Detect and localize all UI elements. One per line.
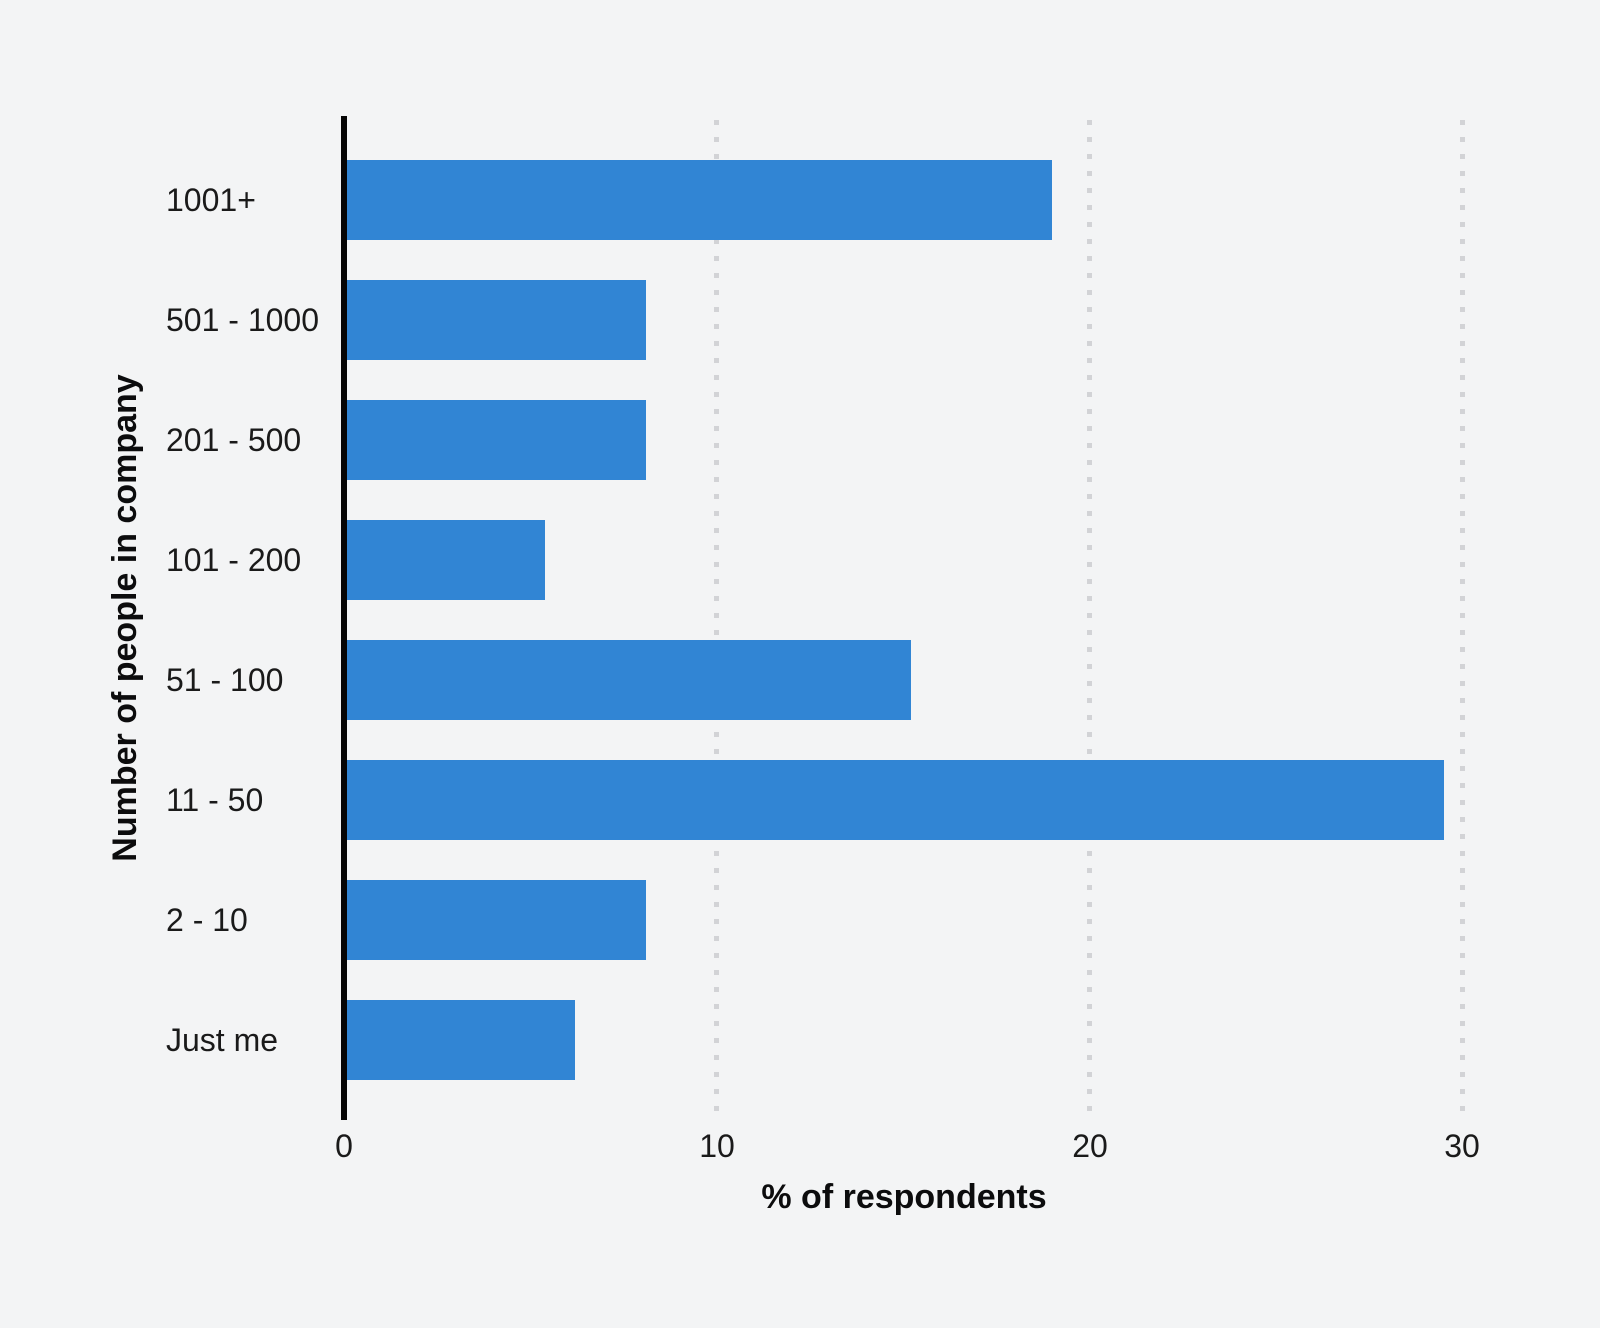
bar <box>344 280 646 360</box>
x-tick-label: 20 <box>1072 1128 1108 1164</box>
bar <box>344 1000 575 1080</box>
category-label: 2 - 10 <box>166 901 248 938</box>
bar <box>344 880 646 960</box>
y-axis-baseline <box>341 116 347 1120</box>
bar <box>344 520 545 600</box>
gridline <box>1460 120 1465 1120</box>
y-axis-title: Number of people in company <box>106 374 144 862</box>
x-tick-label: 0 <box>335 1128 353 1164</box>
gridline <box>714 120 719 1120</box>
x-tick-label: 10 <box>699 1128 735 1164</box>
category-label: 101 - 200 <box>166 541 302 578</box>
category-label: 501 - 1000 <box>166 301 320 338</box>
gridline <box>1087 120 1092 1120</box>
category-label: 11 - 50 <box>166 781 264 818</box>
category-label: 51 - 100 <box>166 661 284 698</box>
category-label: 1001+ <box>166 181 256 218</box>
bar <box>344 160 1052 240</box>
bar <box>344 640 911 720</box>
x-tick-label: 30 <box>1444 1128 1480 1164</box>
category-label: 201 - 500 <box>166 421 302 458</box>
x-axis-title: % of respondents <box>761 1178 1047 1216</box>
plot-area <box>341 116 1490 1120</box>
bar <box>344 400 646 480</box>
bar <box>344 760 1444 840</box>
category-label: Just me <box>166 1021 279 1058</box>
